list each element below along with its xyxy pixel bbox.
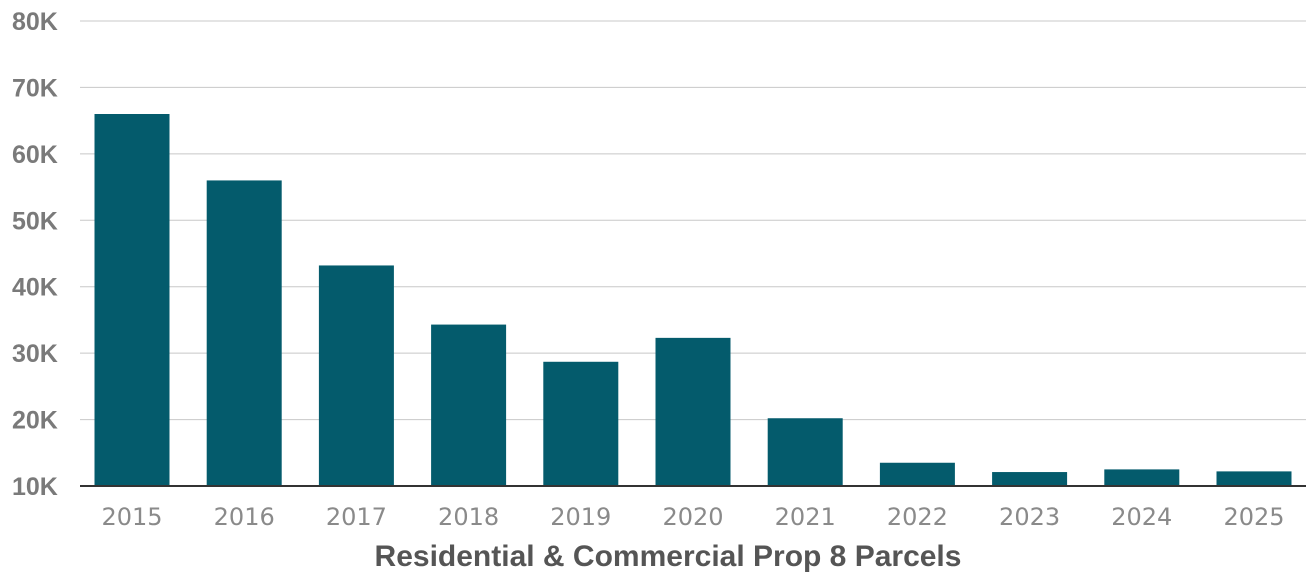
- y-tick-label: 20K: [12, 407, 58, 435]
- y-tick-label: 60K: [12, 141, 58, 169]
- x-tick-label: 2016: [214, 503, 275, 531]
- x-tick-label: 2023: [999, 503, 1060, 531]
- bar-2024: [1104, 469, 1180, 486]
- x-tick-label: 2018: [438, 503, 499, 531]
- bar-2025: [1216, 471, 1292, 486]
- y-tick-label: 40K: [12, 274, 58, 302]
- x-tick-label: 2019: [550, 503, 611, 531]
- y-tick-label: 30K: [12, 340, 58, 368]
- y-tick-label: 80K: [12, 8, 58, 36]
- bars: [94, 114, 1292, 486]
- x-tick-label: 2015: [101, 503, 162, 531]
- x-axis-label: Residential & Commercial Prop 8 Parcels: [375, 540, 962, 573]
- bar-2019: [543, 361, 619, 486]
- bar-2020: [655, 337, 731, 486]
- x-tick-label: 2022: [887, 503, 948, 531]
- x-axis-ticks: 2015 2016 2017 2018 2019 2020 2021 2022 2023 2024…: [101, 503, 1284, 531]
- bar-2018: [431, 324, 507, 486]
- y-tick-label: 50K: [12, 207, 58, 235]
- x-tick-label: 2025: [1223, 503, 1284, 531]
- x-tick-label: 2024: [1111, 503, 1172, 531]
- bar-2022: [879, 462, 955, 486]
- x-tick-label: 2017: [326, 503, 387, 531]
- y-tick-label: 10K: [12, 473, 58, 501]
- gridlines: [80, 20, 1306, 421]
- x-tick-label: 2020: [662, 503, 723, 531]
- bar-2015: [94, 114, 170, 486]
- x-tick-label: 2021: [775, 503, 836, 531]
- bar-2023: [992, 472, 1068, 486]
- bar-2021: [767, 418, 843, 486]
- bar-2017: [318, 265, 394, 486]
- y-tick-label: 70K: [12, 74, 58, 102]
- bar-2016: [206, 180, 282, 486]
- y-axis-ticks: 10K 20K 30K 40K 50K 60K 70K 80K: [12, 8, 58, 501]
